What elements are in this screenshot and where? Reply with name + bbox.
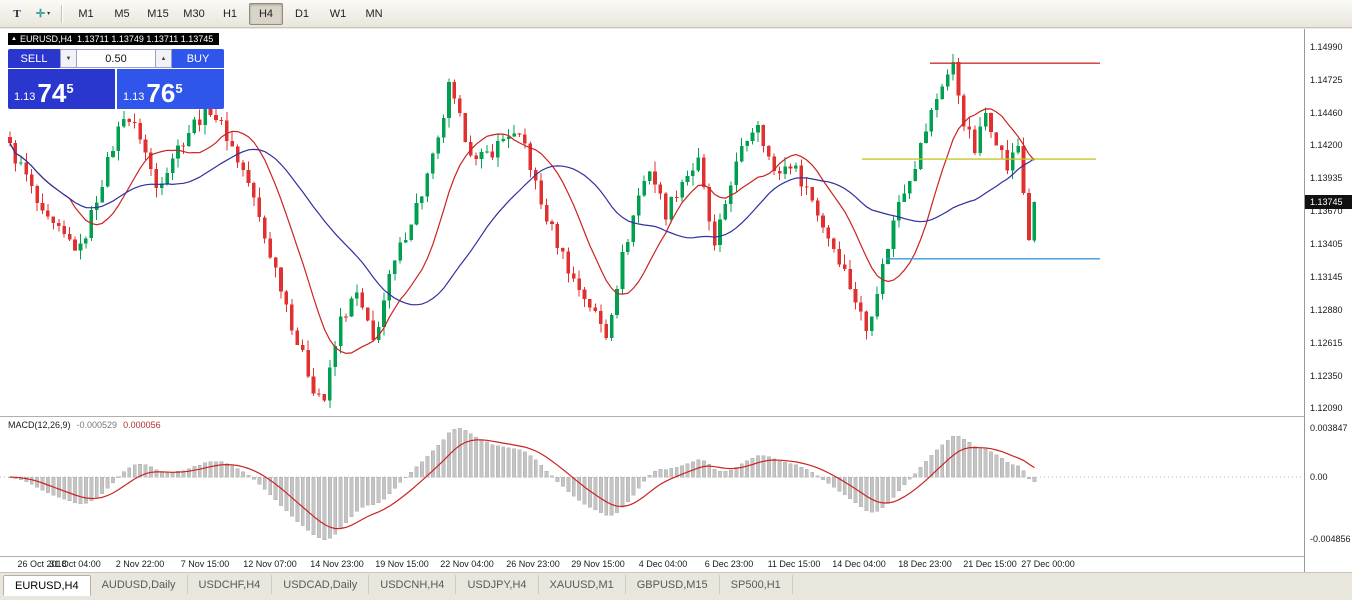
time-axis-label: 26 Oct 2018 <box>17 559 67 569</box>
buy-price-sup: 5 <box>175 81 183 96</box>
ma-fast-line <box>9 108 1035 355</box>
chart-title-bar: ▲ EURUSD,H4 1.13711 1.13749 1.13711 1.13… <box>8 33 220 45</box>
chart-title-ohlc: 1.13711 1.13749 1.13711 1.13745 <box>76 34 214 44</box>
price-axis-tick: 1.14200 <box>1310 140 1343 151</box>
price-axis-tick: 1.12350 <box>1310 370 1343 381</box>
chart-tab-bar: EURUSD,H4 AUDUSD,Daily USDCHF,H4 USDCAD,Dai… <box>0 572 1352 600</box>
time-axis-label: 18 Dec 23:00 <box>898 559 952 569</box>
text-tool-icon: T <box>13 7 21 20</box>
chart-tab-gbpusd-m15[interactable]: GBPUSD,M15 <box>626 575 720 594</box>
volume-up-icon: ▲ <box>160 55 167 62</box>
top-toolbar: T ✛ ▾ M1 M5 M15 M30 H1 H4 D1 W1 MN <box>0 0 1352 28</box>
volume-input[interactable]: 0.50 <box>77 49 155 68</box>
timeframe-button-m5[interactable]: M5 <box>114 7 130 20</box>
price-axis-tick: 1.13670 <box>1310 206 1343 217</box>
price-axis-tick: 1.14725 <box>1310 75 1343 86</box>
chart-tab-usdjpy-h4[interactable]: USDJPY,H4 <box>456 575 539 594</box>
macd-label: MACD(12,26,9) <box>8 420 71 430</box>
sell-price[interactable]: 1.13 74 5 <box>8 69 115 109</box>
time-axis-label: 29 Nov 15:00 <box>571 559 625 569</box>
price-axis[interactable]: 1.13745 1.14990 1.14725 1.14460 1.14200 1.13… <box>1304 29 1352 572</box>
time-axis-label: 19 Nov 15:00 <box>375 559 429 569</box>
time-axis-label: 26 Nov 23:00 <box>506 559 560 569</box>
macd-main-value: -0.000529 <box>76 420 118 430</box>
timeframe-button-h1[interactable]: H1 <box>222 7 238 20</box>
timeframe-button-mn[interactable]: MN <box>365 7 383 20</box>
price-axis-tick: 1.12615 <box>1310 337 1343 348</box>
ma-slow-line <box>9 142 1035 306</box>
timeframe-button-m15[interactable]: M15 <box>147 7 169 20</box>
macd-header: MACD(12,26,9) -0.000529 0.000056 <box>8 420 161 430</box>
chart-tab-usdcnh-h4[interactable]: USDCNH,H4 <box>369 575 457 594</box>
price-axis-tick: 1.13935 <box>1310 173 1343 184</box>
price-axis-tick: 1.13405 <box>1310 239 1343 250</box>
price-chart[interactable] <box>0 29 1304 416</box>
timeframe-button-w1[interactable]: W1 <box>329 7 347 20</box>
crosshair-tool-button[interactable]: ✛ ▾ <box>31 3 55 25</box>
price-axis-tick: 1.13145 <box>1310 271 1343 282</box>
buy-button[interactable]: BUY <box>172 49 224 68</box>
chart-tab-eurusd-h4[interactable]: EURUSD,H4 <box>3 575 91 596</box>
chart-tab-audusd-daily[interactable]: AUDUSD,Daily <box>91 575 188 594</box>
pane-divider[interactable] <box>0 416 1352 417</box>
price-axis-tick: 1.12090 <box>1310 403 1343 414</box>
buy-price-prefix: 1.13 <box>123 91 145 103</box>
chart-tab-usdcad-daily[interactable]: USDCAD,Daily <box>272 575 370 594</box>
macd-axis-tick: -0.004856 <box>1310 533 1351 544</box>
toolbar-separator <box>61 4 63 23</box>
price-axis-tick: 1.14460 <box>1310 108 1343 119</box>
chart-title-symbol: EURUSD,H4 <box>19 34 72 44</box>
sell-price-big: 74 <box>37 78 67 108</box>
time-axis-label: 11 Dec 15:00 <box>767 559 821 569</box>
chart-title-icon: ▲ <box>11 36 17 42</box>
trade-panel-controls: SELL ▼ 0.50 ▲ BUY <box>8 49 224 68</box>
time-axis-label: 4 Dec 04:00 <box>638 559 688 569</box>
timeframe-button-h4[interactable]: H4 <box>249 2 283 25</box>
macd-axis-tick: 0.003847 <box>1310 423 1348 434</box>
text-tool-button[interactable]: T <box>5 3 29 25</box>
time-axis-label: 14 Dec 04:00 <box>832 559 886 569</box>
time-axis-label: 31 Oct 04:00 <box>49 559 101 569</box>
timeframe-button-m30[interactable]: M30 <box>183 7 205 20</box>
chart-window: ▲ EURUSD,H4 1.13711 1.13749 1.13711 1.13… <box>0 29 1352 572</box>
dropdown-caret-icon: ▾ <box>47 11 51 17</box>
time-axis-label: 14 Nov 23:00 <box>310 559 364 569</box>
time-axis-label: 12 Nov 07:00 <box>243 559 297 569</box>
time-axis-label: 6 Dec 23:00 <box>704 559 754 569</box>
chart-tab-sp500-h1[interactable]: SP500,H1 <box>720 575 793 594</box>
timeframe-button-m1[interactable]: M1 <box>78 7 94 20</box>
time-axis-label: 2 Nov 22:00 <box>115 559 165 569</box>
trade-panel-prices: 1.13 74 5 1.13 76 5 <box>8 69 224 109</box>
price-axis-tick: 1.12880 <box>1310 304 1343 315</box>
macd-signal-value: 0.000056 <box>123 420 161 430</box>
volume-down-icon: ▼ <box>65 55 72 62</box>
volume-increase-button[interactable]: ▲ <box>155 49 172 68</box>
timeframe-toolbar: M1 M5 M15 M30 H1 H4 D1 W1 MN <box>68 2 392 25</box>
crosshair-icon: ✛ <box>35 8 46 20</box>
price-axis-tick: 1.14990 <box>1310 42 1343 53</box>
sell-price-prefix: 1.13 <box>14 91 36 103</box>
time-axis-label: 7 Nov 15:00 <box>180 559 230 569</box>
volume-decrease-button[interactable]: ▼ <box>60 49 77 68</box>
one-click-trading-panel: SELL ▼ 0.50 ▲ BUY 1.13 74 5 1.13 76 5 <box>8 49 224 109</box>
time-axis[interactable]: 26 Oct 2018 31 Oct 04:00 2 Nov 22:00 7 Nov … <box>0 556 1304 572</box>
macd-indicator[interactable] <box>0 418 1304 556</box>
chart-tab-usdchf-h4[interactable]: USDCHF,H4 <box>188 575 273 594</box>
time-axis-label: 21 Dec 15:00 <box>963 559 1017 569</box>
macd-axis-tick: 0.00 <box>1310 472 1328 482</box>
time-axis-label: 22 Nov 04:00 <box>440 559 494 569</box>
time-axis-label: 27 Dec 00:00 <box>1021 559 1075 569</box>
chart-tab-xauusd-m1[interactable]: XAUUSD,M1 <box>539 575 626 594</box>
timeframe-button-d1[interactable]: D1 <box>294 7 310 20</box>
sell-price-sup: 5 <box>66 81 74 96</box>
buy-price-big: 76 <box>146 78 176 108</box>
current-price-label: 1.13745 <box>1305 195 1352 210</box>
sell-button[interactable]: SELL <box>8 49 60 68</box>
buy-price[interactable]: 1.13 76 5 <box>117 69 224 109</box>
